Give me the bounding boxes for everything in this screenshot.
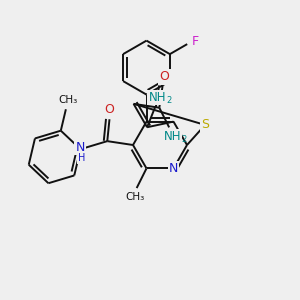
Text: NH: NH xyxy=(164,130,181,143)
Text: N: N xyxy=(76,140,85,154)
Text: CH₃: CH₃ xyxy=(58,94,78,104)
Text: H: H xyxy=(78,153,85,163)
Text: 2: 2 xyxy=(167,96,172,105)
Text: CH₃: CH₃ xyxy=(125,192,144,202)
Text: O: O xyxy=(104,103,114,116)
Text: F: F xyxy=(191,35,199,48)
Text: N: N xyxy=(169,162,178,175)
Text: O: O xyxy=(160,70,170,83)
Text: NH: NH xyxy=(148,91,166,104)
Text: S: S xyxy=(201,118,209,131)
Text: 2: 2 xyxy=(182,135,187,144)
